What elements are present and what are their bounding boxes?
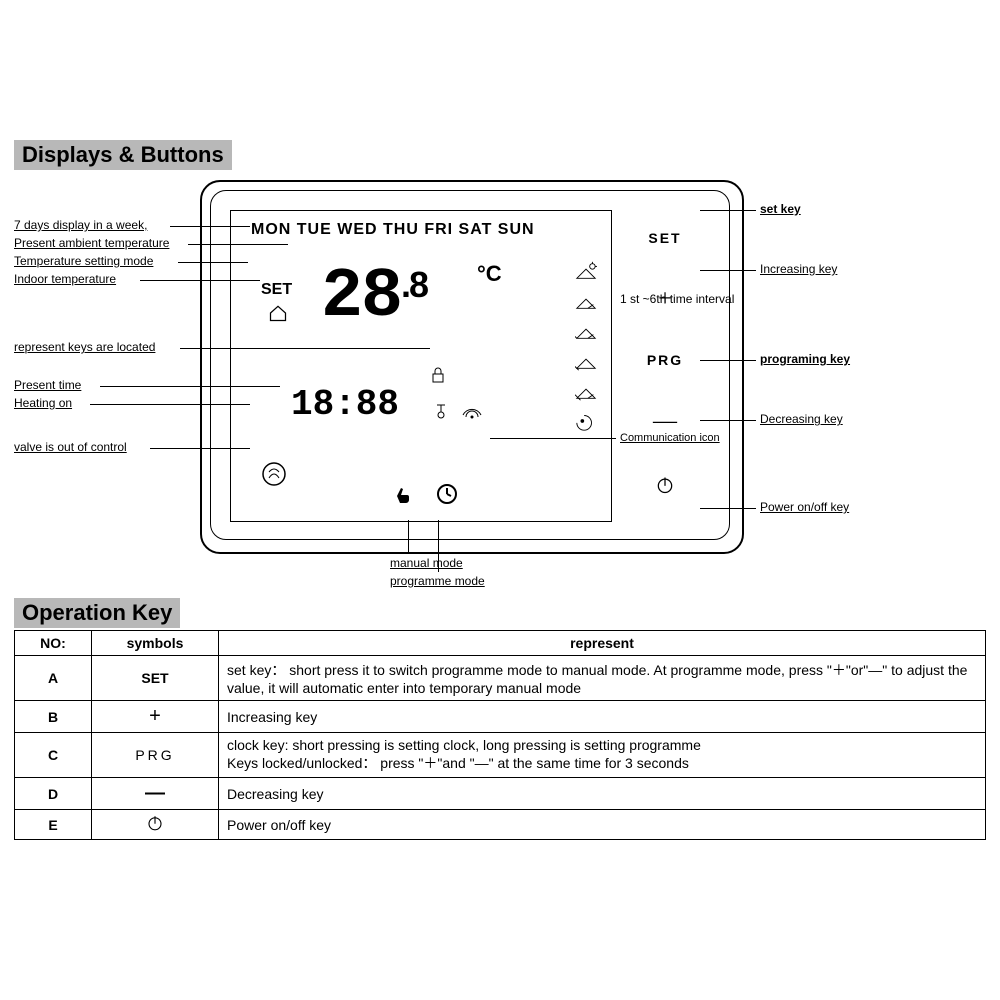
callout-week: 7 days display in a week, bbox=[14, 218, 214, 232]
cell-no: D bbox=[15, 778, 92, 810]
cell-sym-set: SET bbox=[92, 656, 219, 701]
prg-button[interactable]: PRG bbox=[647, 352, 683, 368]
callout-presenttime: Present time bbox=[14, 378, 214, 392]
lcd-set-label: SET bbox=[261, 281, 292, 299]
table-row: C PRG clock key: short pressing is setti… bbox=[15, 733, 986, 778]
callout-ambient: Present ambient temperature bbox=[14, 236, 214, 250]
time-digits: 18:88 bbox=[291, 381, 399, 425]
col-symbols: symbols bbox=[92, 631, 219, 656]
leader-line bbox=[90, 404, 250, 405]
callout-heating: Heating on bbox=[14, 396, 214, 410]
interval-4-icon bbox=[575, 351, 597, 371]
col-represent: represent bbox=[219, 631, 986, 656]
cell-rep: Increasing key bbox=[219, 701, 986, 733]
leader-line bbox=[700, 270, 756, 271]
table-row: B + Increasing key bbox=[15, 701, 986, 733]
table-row: A SET set key： short press it to switch … bbox=[15, 656, 986, 701]
leader-line bbox=[100, 386, 280, 387]
cell-no: A bbox=[15, 656, 92, 701]
hand-icon bbox=[391, 482, 415, 511]
callout-locked: represent keys are located bbox=[14, 340, 214, 354]
callout-programing: programing key bbox=[760, 352, 850, 366]
interval-2-icon bbox=[575, 291, 597, 311]
cell-sym-power bbox=[92, 810, 219, 840]
cell-rep: clock key: short pressing is setting clo… bbox=[219, 733, 986, 778]
operation-key-table: NO: symbols represent A SET set key： sho… bbox=[14, 630, 986, 840]
set-button[interactable]: SET bbox=[648, 230, 681, 246]
col-no: NO: bbox=[15, 631, 92, 656]
leader-line bbox=[700, 508, 756, 509]
callout-manual: manual mode bbox=[390, 556, 463, 570]
leader-line bbox=[180, 348, 430, 349]
cell-no: C bbox=[15, 733, 92, 778]
clock-icon bbox=[435, 482, 459, 511]
power-button[interactable] bbox=[655, 475, 675, 500]
lcd-screen: MON TUE WED THU FRI SAT SUN SET 28.8 °C … bbox=[230, 210, 612, 522]
cell-rep: Power on/off key bbox=[219, 810, 986, 840]
house-icon bbox=[267, 303, 289, 328]
operation-key-section: Operation Key NO: symbols represent A SE… bbox=[14, 598, 986, 840]
callout-indoor: Indoor temperature bbox=[14, 272, 214, 286]
cell-sym-prg: PRG bbox=[92, 733, 219, 778]
callout-decreasing: Decreasing key bbox=[760, 412, 843, 426]
cell-sym-plus: + bbox=[92, 701, 219, 733]
device-diagram: MON TUE WED THU FRI SAT SUN SET 28.8 °C … bbox=[200, 180, 740, 550]
heating-icon bbox=[261, 461, 287, 492]
interval-5-icon bbox=[575, 381, 597, 401]
callout-interval: 1 st ~6th time interval bbox=[620, 292, 734, 306]
cell-rep: Decreasing key bbox=[219, 778, 986, 810]
cell-rep: set key： short press it to switch progra… bbox=[219, 656, 986, 701]
callout-setkey: set key bbox=[760, 202, 801, 216]
leader-line bbox=[170, 226, 250, 227]
callout-power: Power on/off key bbox=[760, 500, 849, 514]
button-column: SET + PRG — bbox=[620, 210, 710, 520]
interval-3-icon bbox=[575, 321, 597, 341]
leader-line bbox=[150, 448, 250, 449]
leader-line bbox=[700, 210, 756, 211]
leader-line bbox=[178, 262, 248, 263]
temperature-digits: 28.8 bbox=[321, 256, 427, 337]
cell-no: B bbox=[15, 701, 92, 733]
section-header-opkey: Operation Key bbox=[14, 598, 180, 628]
callout-comm: Communication icon bbox=[620, 432, 720, 444]
valve-icon bbox=[431, 401, 451, 426]
temperature-unit: °C bbox=[477, 261, 502, 287]
callout-programme: programme mode bbox=[390, 574, 485, 588]
leader-line bbox=[188, 244, 288, 245]
leader-line bbox=[140, 280, 260, 281]
interval-1-icon bbox=[575, 261, 597, 281]
callout-valve: valve is out of control bbox=[14, 440, 214, 454]
interval-6-icon bbox=[575, 411, 597, 431]
section-header-displays: Displays & Buttons bbox=[14, 140, 232, 170]
days-row: MON TUE WED THU FRI SAT SUN bbox=[251, 221, 535, 239]
leader-line bbox=[438, 520, 439, 572]
callout-tempmode: Temperature setting mode bbox=[14, 254, 214, 268]
leader-line bbox=[700, 360, 756, 361]
table-row: E Power on/off key bbox=[15, 810, 986, 840]
power-icon bbox=[146, 814, 164, 832]
leader-line bbox=[408, 520, 409, 554]
callout-increasing: Increasing key bbox=[760, 262, 837, 276]
leader-line bbox=[700, 420, 756, 421]
table-header-row: NO: symbols represent bbox=[15, 631, 986, 656]
table-row: D — Decreasing key bbox=[15, 778, 986, 810]
leader-line bbox=[490, 438, 616, 439]
interval-icon-stack bbox=[571, 261, 601, 431]
lock-icon bbox=[431, 366, 445, 389]
cell-sym-minus: — bbox=[92, 778, 219, 810]
cell-no: E bbox=[15, 810, 92, 840]
wifi-icon bbox=[459, 403, 485, 424]
